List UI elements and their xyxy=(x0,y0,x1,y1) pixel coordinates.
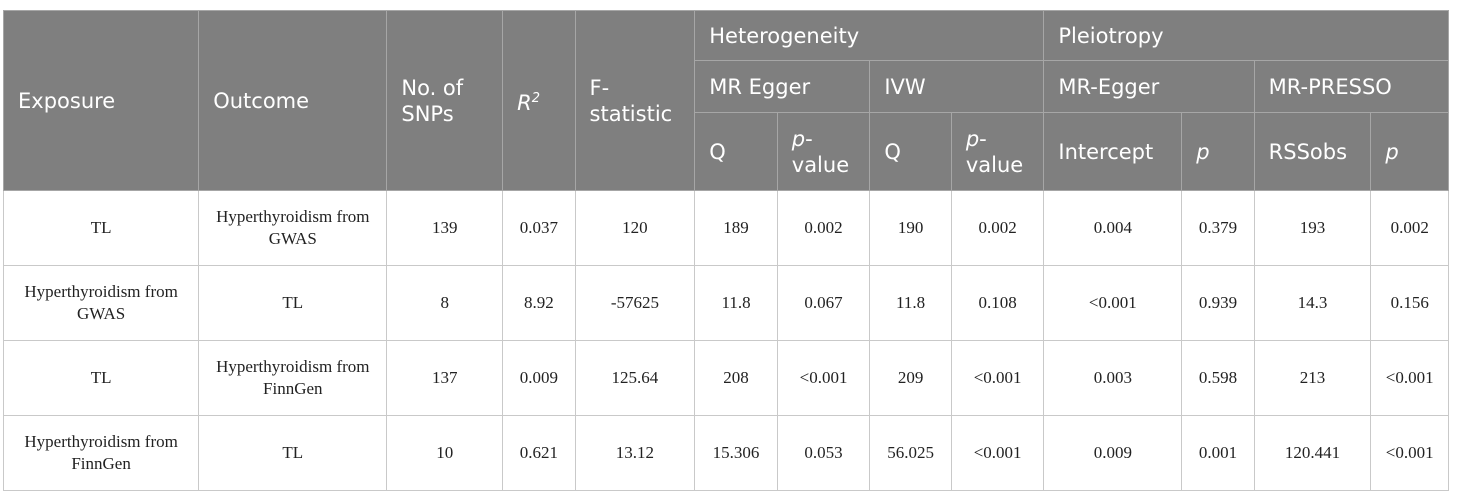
cell-intercept-p: 0.598 xyxy=(1181,340,1255,416)
pvalue-italic: p xyxy=(791,126,806,151)
table-row: TL Hyperthyroidism from GWAS 139 0.037 1… xyxy=(2,190,1449,266)
cell-egger-pvalue: 0.002 xyxy=(776,190,871,266)
col-intercept: Intercept xyxy=(1043,112,1183,191)
cell-egger-q: 11.8 xyxy=(694,265,778,341)
cell-ivw-pvalue: <0.001 xyxy=(950,340,1045,416)
col-presso-p: p xyxy=(1370,112,1449,191)
cell-snps: 139 xyxy=(386,190,504,266)
cell-ivw-q: 209 xyxy=(869,340,952,416)
pvalue-italic: p xyxy=(965,126,980,151)
cell-rssobs: 193 xyxy=(1253,190,1372,266)
col-snps: No. of SNPs xyxy=(386,10,504,191)
cell-f-statistic: -57625 xyxy=(574,265,696,341)
cell-presso-p: 0.156 xyxy=(1370,265,1449,341)
cell-ivw-q: 190 xyxy=(869,190,952,266)
table-header: Exposure Outcome No. of SNPs R2 F-statis… xyxy=(2,10,1450,191)
cell-r2: 0.621 xyxy=(502,415,576,491)
cell-intercept: <0.001 xyxy=(1043,265,1183,341)
cell-r2: 0.037 xyxy=(502,190,576,266)
cell-f-statistic: 13.12 xyxy=(574,415,696,491)
cell-ivw-pvalue: 0.002 xyxy=(950,190,1045,266)
cell-ivw-q: 11.8 xyxy=(869,265,952,341)
cell-egger-pvalue: 0.067 xyxy=(776,265,871,341)
col-egger-pvalue: p-value xyxy=(776,112,871,191)
col-r2: R2 xyxy=(502,10,576,191)
cell-intercept: 0.009 xyxy=(1043,415,1183,491)
subgroup-mr-presso: MR-PRESSO xyxy=(1253,60,1450,113)
subgroup-mr-egger: MR Egger xyxy=(694,60,871,113)
cell-intercept-p: 0.379 xyxy=(1181,190,1255,266)
subgroup-ivw: IVW xyxy=(869,60,1045,113)
cell-outcome: Hyperthyroidism from FinnGen xyxy=(198,340,388,416)
group-pleiotropy: Pleiotropy xyxy=(1043,10,1449,61)
cell-f-statistic: 125.64 xyxy=(574,340,696,416)
results-table: Exposure Outcome No. of SNPs R2 F-statis… xyxy=(2,10,1450,491)
subgroup-mr-egger-pleiotropy: MR-Egger xyxy=(1043,60,1255,113)
cell-snps: 137 xyxy=(386,340,504,416)
cell-egger-pvalue: <0.001 xyxy=(776,340,871,416)
cell-intercept: 0.003 xyxy=(1043,340,1183,416)
cell-ivw-pvalue: <0.001 xyxy=(950,415,1045,491)
cell-egger-q: 15.306 xyxy=(694,415,778,491)
cell-r2: 8.92 xyxy=(502,265,576,341)
table-row: TL Hyperthyroidism from FinnGen 137 0.00… xyxy=(2,340,1449,416)
cell-exposure: TL xyxy=(2,340,200,416)
cell-snps: 10 xyxy=(386,415,504,491)
col-ivw-q: Q xyxy=(869,112,952,191)
col-intercept-p: p xyxy=(1181,112,1255,191)
cell-outcome: TL xyxy=(198,265,388,341)
cell-outcome: TL xyxy=(198,415,388,491)
cell-rssobs: 120.441 xyxy=(1253,415,1372,491)
group-heterogeneity: Heterogeneity xyxy=(694,10,1045,61)
col-outcome: Outcome xyxy=(198,10,388,191)
cell-rssobs: 213 xyxy=(1253,340,1372,416)
cell-intercept-p: 0.939 xyxy=(1181,265,1255,341)
cell-f-statistic: 120 xyxy=(574,190,696,266)
cell-snps: 8 xyxy=(386,265,504,341)
col-rssobs: RSSobs xyxy=(1253,112,1372,191)
cell-intercept-p: 0.001 xyxy=(1181,415,1255,491)
cell-rssobs: 14.3 xyxy=(1253,265,1372,341)
col-f-statistic: F-statistic xyxy=(574,10,696,191)
table-row: Hyperthyroidism from FinnGen TL 10 0.621… xyxy=(2,415,1449,491)
cell-ivw-pvalue: 0.108 xyxy=(950,265,1045,341)
col-egger-q: Q xyxy=(694,112,778,191)
cell-egger-q: 189 xyxy=(694,190,778,266)
cell-exposure: Hyperthyroidism from GWAS xyxy=(2,265,200,341)
r2-label: R xyxy=(517,90,532,115)
cell-presso-p: <0.001 xyxy=(1370,340,1449,416)
col-ivw-pvalue: p-value xyxy=(950,112,1045,191)
r2-superscript: 2 xyxy=(531,90,540,106)
table-body: TL Hyperthyroidism from GWAS 139 0.037 1… xyxy=(2,190,1449,491)
table-row: Hyperthyroidism from GWAS TL 8 8.92 -576… xyxy=(2,265,1449,341)
cell-exposure: TL xyxy=(2,190,200,266)
cell-intercept: 0.004 xyxy=(1043,190,1183,266)
cell-exposure: Hyperthyroidism from FinnGen xyxy=(2,415,200,491)
cell-presso-p: <0.001 xyxy=(1370,415,1449,491)
pvalue-rest: -value xyxy=(965,126,1024,177)
cell-r2: 0.009 xyxy=(502,340,576,416)
cell-outcome: Hyperthyroidism from GWAS xyxy=(198,190,388,266)
cell-presso-p: 0.002 xyxy=(1370,190,1449,266)
col-exposure: Exposure xyxy=(2,10,200,191)
pvalue-rest: -value xyxy=(791,126,850,177)
cell-egger-pvalue: 0.053 xyxy=(776,415,871,491)
cell-ivw-q: 56.025 xyxy=(869,415,952,491)
cell-egger-q: 208 xyxy=(694,340,778,416)
